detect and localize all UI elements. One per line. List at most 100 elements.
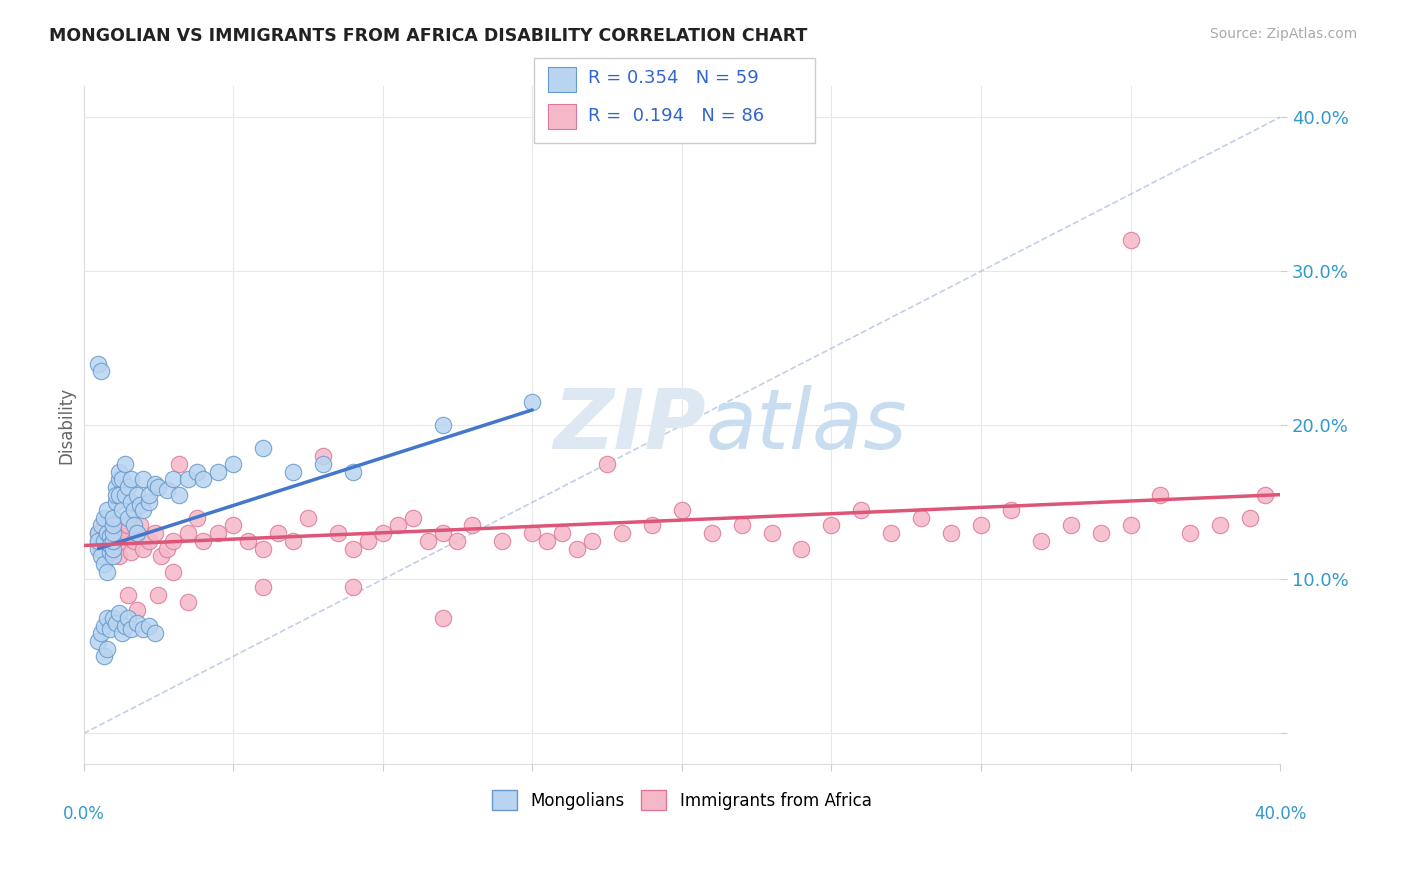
- Point: [87, 526, 110, 541]
- Point: [401, 510, 423, 524]
- Point: [93, 533, 115, 548]
- Point: [103, 518, 125, 533]
- Point: [1060, 518, 1083, 533]
- Point: [127, 603, 149, 617]
- Point: [222, 457, 245, 471]
- Point: [124, 533, 146, 548]
- Point: [111, 533, 134, 548]
- Point: [87, 526, 110, 541]
- Point: [1254, 488, 1277, 502]
- Point: [87, 541, 110, 556]
- Point: [105, 488, 128, 502]
- Point: [193, 472, 215, 486]
- Point: [117, 588, 139, 602]
- Point: [105, 615, 128, 630]
- Point: [148, 480, 170, 494]
- Point: [177, 526, 200, 541]
- Point: [138, 495, 160, 509]
- Point: [87, 533, 110, 548]
- Point: [143, 626, 166, 640]
- Point: [820, 518, 842, 533]
- Point: [143, 476, 166, 491]
- Point: [93, 618, 115, 632]
- Point: [120, 472, 142, 486]
- Point: [93, 518, 115, 533]
- Point: [551, 526, 574, 541]
- Point: [730, 518, 752, 533]
- Point: [114, 529, 136, 543]
- Point: [108, 465, 131, 479]
- Point: [93, 649, 115, 664]
- Point: [103, 526, 125, 541]
- Point: [851, 503, 873, 517]
- Point: [162, 533, 184, 548]
- Point: [114, 618, 136, 632]
- Point: [150, 549, 173, 564]
- Text: R = 0.354   N = 59: R = 0.354 N = 59: [588, 69, 758, 87]
- Point: [111, 503, 134, 517]
- Point: [120, 495, 142, 509]
- Point: [446, 533, 468, 548]
- Point: [108, 488, 131, 502]
- Point: [120, 622, 142, 636]
- Point: [100, 622, 122, 636]
- Point: [96, 611, 118, 625]
- Point: [87, 357, 110, 371]
- Point: [100, 529, 122, 543]
- Point: [416, 533, 439, 548]
- Point: [432, 418, 454, 433]
- Point: [267, 526, 290, 541]
- Point: [132, 472, 155, 486]
- Point: [96, 529, 118, 543]
- Point: [671, 503, 693, 517]
- Point: [1180, 526, 1202, 541]
- Point: [100, 539, 122, 553]
- Point: [281, 533, 304, 548]
- Point: [252, 541, 274, 556]
- Point: [252, 580, 274, 594]
- Point: [1119, 234, 1142, 248]
- Point: [536, 533, 558, 548]
- Point: [186, 510, 208, 524]
- Point: [281, 465, 304, 479]
- Point: [87, 533, 110, 548]
- Point: [207, 465, 229, 479]
- Point: [117, 611, 139, 625]
- Point: [124, 518, 146, 533]
- Point: [641, 518, 664, 533]
- Point: [108, 472, 131, 486]
- Point: [103, 541, 125, 556]
- Point: [1000, 503, 1022, 517]
- Point: [970, 518, 993, 533]
- Point: [103, 549, 125, 564]
- Point: [939, 526, 962, 541]
- Point: [96, 503, 118, 517]
- Point: [93, 557, 115, 571]
- Point: [93, 510, 115, 524]
- Text: 40.0%: 40.0%: [1254, 805, 1306, 823]
- Point: [167, 488, 190, 502]
- Point: [342, 541, 364, 556]
- Point: [596, 457, 619, 471]
- Text: MONGOLIAN VS IMMIGRANTS FROM AFRICA DISABILITY CORRELATION CHART: MONGOLIAN VS IMMIGRANTS FROM AFRICA DISA…: [49, 27, 807, 45]
- Point: [117, 510, 139, 524]
- Point: [108, 523, 131, 537]
- Point: [610, 526, 633, 541]
- Point: [565, 541, 588, 556]
- Point: [96, 526, 118, 541]
- Text: Source: ZipAtlas.com: Source: ZipAtlas.com: [1209, 27, 1357, 41]
- Point: [790, 541, 813, 556]
- Point: [342, 465, 364, 479]
- Point: [156, 483, 179, 497]
- Point: [222, 518, 245, 533]
- Point: [162, 565, 184, 579]
- Point: [326, 526, 349, 541]
- Point: [910, 510, 932, 524]
- Point: [96, 544, 118, 558]
- Point: [132, 503, 155, 517]
- Point: [103, 510, 125, 524]
- Point: [1149, 488, 1171, 502]
- Point: [96, 565, 118, 579]
- Point: [1209, 518, 1232, 533]
- Point: [297, 510, 319, 524]
